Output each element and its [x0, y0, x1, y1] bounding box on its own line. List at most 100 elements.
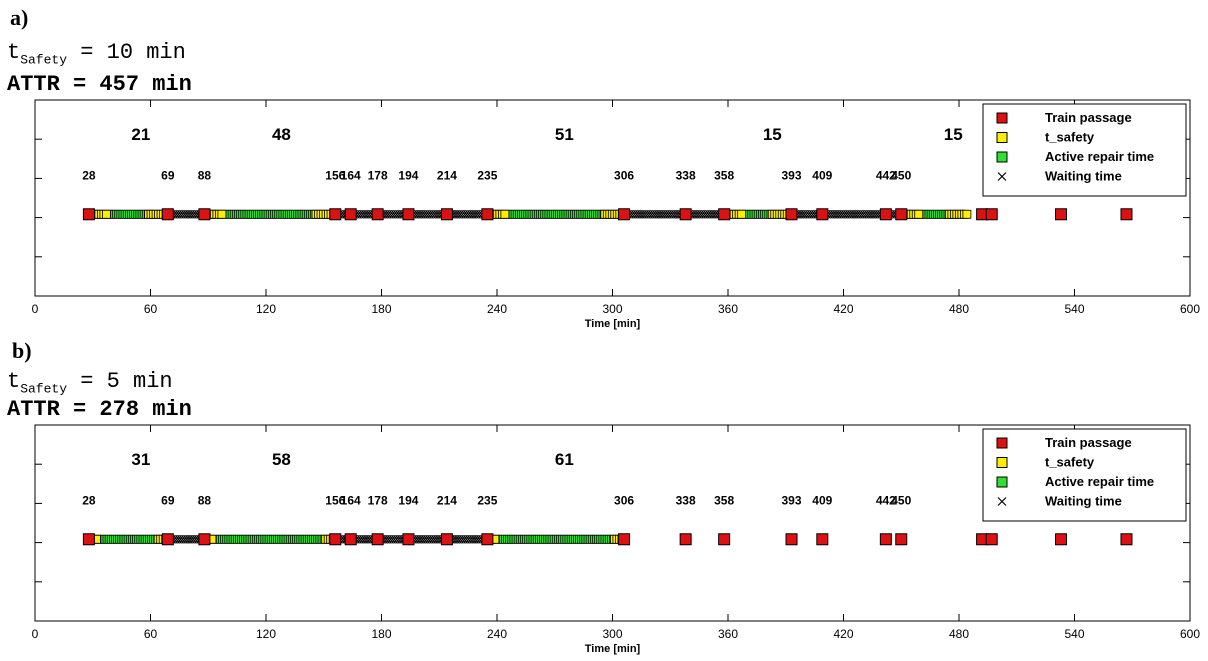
legend-label: Active repair time: [1045, 149, 1154, 164]
train-passage-marker: [816, 208, 829, 221]
train-passage-marker: [344, 533, 357, 546]
panel-a-letter: a): [10, 5, 29, 30]
repair-duration-label: 61: [555, 450, 574, 469]
legend-active-repair-icon: [996, 151, 1008, 163]
passage-label: 235: [477, 168, 497, 182]
legend-label: Waiting time: [1045, 494, 1122, 509]
x-tick-label: 180: [371, 627, 391, 641]
train-passage-marker: [785, 533, 798, 546]
x-tick-label: 0: [32, 302, 39, 316]
train-passage-marker: [985, 208, 998, 221]
train-passage-marker: [82, 208, 95, 221]
passage-label: 88: [198, 168, 212, 182]
train-passage-marker: [718, 533, 731, 546]
train-passage-marker: [402, 533, 415, 546]
repair-duration-label: 51: [555, 125, 574, 144]
chart-panel-a: 0 60 120 180 240 300 360 420 480 540 600 Time [min]…: [32, 99, 1200, 330]
x-tick-label: 480: [949, 627, 969, 641]
train-passage-marker: [1120, 533, 1133, 546]
x-tick-label: 420: [833, 627, 853, 641]
train-passage-marker: [198, 208, 211, 221]
passage-label: 88: [198, 493, 212, 507]
train-passage-marker: [402, 208, 415, 221]
x-tick-label: 60: [144, 302, 158, 316]
repair-duration-label: 15: [763, 125, 782, 144]
x-tick-label: 540: [1064, 302, 1084, 316]
x-tick-label: 0: [32, 627, 39, 641]
x-tick-label: 240: [487, 302, 507, 316]
legend-label: Active repair time: [1045, 474, 1154, 489]
x-tick-label: 240: [487, 627, 507, 641]
legend-train-passage-icon: [996, 112, 1008, 124]
legend-label: t_safety: [1045, 130, 1095, 145]
passage-label: 214: [437, 493, 457, 507]
train-passage-marker: [679, 208, 692, 221]
repair-duration-label: 31: [131, 450, 150, 469]
legend-train-passage-icon: [996, 437, 1008, 449]
legend-waiting-icon: [997, 172, 1007, 181]
x-axis-label: Time [min]: [585, 643, 641, 655]
legend-t-safety-icon: [996, 457, 1008, 468]
train-passage-marker: [371, 533, 384, 546]
legend-label: Waiting time: [1045, 169, 1122, 184]
legend-box: [982, 103, 1187, 197]
panel-b-tsafety: tSafety = 5 min: [7, 369, 173, 397]
train-passage-marker: [82, 533, 95, 546]
passage-label: 442: [876, 493, 896, 507]
passage-label: 164: [341, 493, 361, 507]
t-safety-marker: [737, 209, 747, 219]
passage-label: 338: [676, 493, 696, 507]
repair-duration-label: 15: [944, 125, 963, 144]
passage-label: 69: [161, 493, 175, 507]
passage-label: 28: [82, 493, 96, 507]
train-passage-marker: [895, 533, 908, 546]
panel-b-letter: b): [12, 338, 32, 363]
panel-a-tsafety: tSafety = 10 min: [7, 40, 186, 68]
t-safety-marker: [500, 209, 510, 219]
passage-label: 442: [876, 168, 896, 182]
train-passage-marker: [985, 533, 998, 546]
legend-waiting-icon: [997, 497, 1007, 506]
train-passage-marker: [879, 533, 892, 546]
legend-box: [982, 428, 1187, 522]
passage-label: 393: [782, 493, 802, 507]
x-tick-label: 180: [371, 302, 391, 316]
train-passage-marker: [481, 208, 494, 221]
x-tick-label: 480: [949, 302, 969, 316]
panel-a-attr: ATTR = 457 min: [7, 72, 192, 97]
legend-t-safety-icon: [996, 132, 1008, 143]
train-passage-marker: [161, 533, 174, 546]
passage-label: 156: [325, 168, 345, 182]
train-passage-marker: [440, 533, 453, 546]
x-tick-label: 360: [718, 627, 738, 641]
repair-duration-label: 21: [131, 125, 150, 144]
x-tick-label: 300: [602, 302, 622, 316]
train-passage-marker: [618, 208, 631, 221]
passage-label: 358: [714, 493, 734, 507]
train-passage-marker: [371, 208, 384, 221]
t-safety-marker: [914, 209, 924, 219]
train-passage-marker: [1055, 533, 1068, 546]
passage-label: 235: [477, 493, 497, 507]
train-passage-marker: [329, 208, 342, 221]
t-safety-marker: [102, 209, 111, 219]
t-safety-marker: [962, 209, 972, 219]
passage-label: 194: [398, 168, 418, 182]
passage-label: 156: [325, 493, 345, 507]
train-passage-marker: [879, 208, 892, 221]
x-axis-label: Time [min]: [585, 318, 641, 330]
train-passage-marker: [329, 533, 342, 546]
train-passage-marker: [679, 533, 692, 546]
x-tick-label: 60: [144, 627, 158, 641]
train-passage-marker: [618, 533, 631, 546]
passage-label: 393: [782, 168, 802, 182]
x-tick-label: 600: [1180, 627, 1200, 641]
train-passage-marker: [895, 208, 908, 221]
passage-label: 409: [812, 493, 832, 507]
chart-panel-b: 0 60 120 180 240 300 360 420 480 540 600 Time [min]…: [32, 424, 1200, 655]
panel-b-attr: ATTR = 278 min: [7, 397, 192, 422]
legend-active-repair-icon: [996, 476, 1008, 488]
train-passage-marker: [198, 533, 211, 546]
passage-label: 450: [891, 493, 911, 507]
